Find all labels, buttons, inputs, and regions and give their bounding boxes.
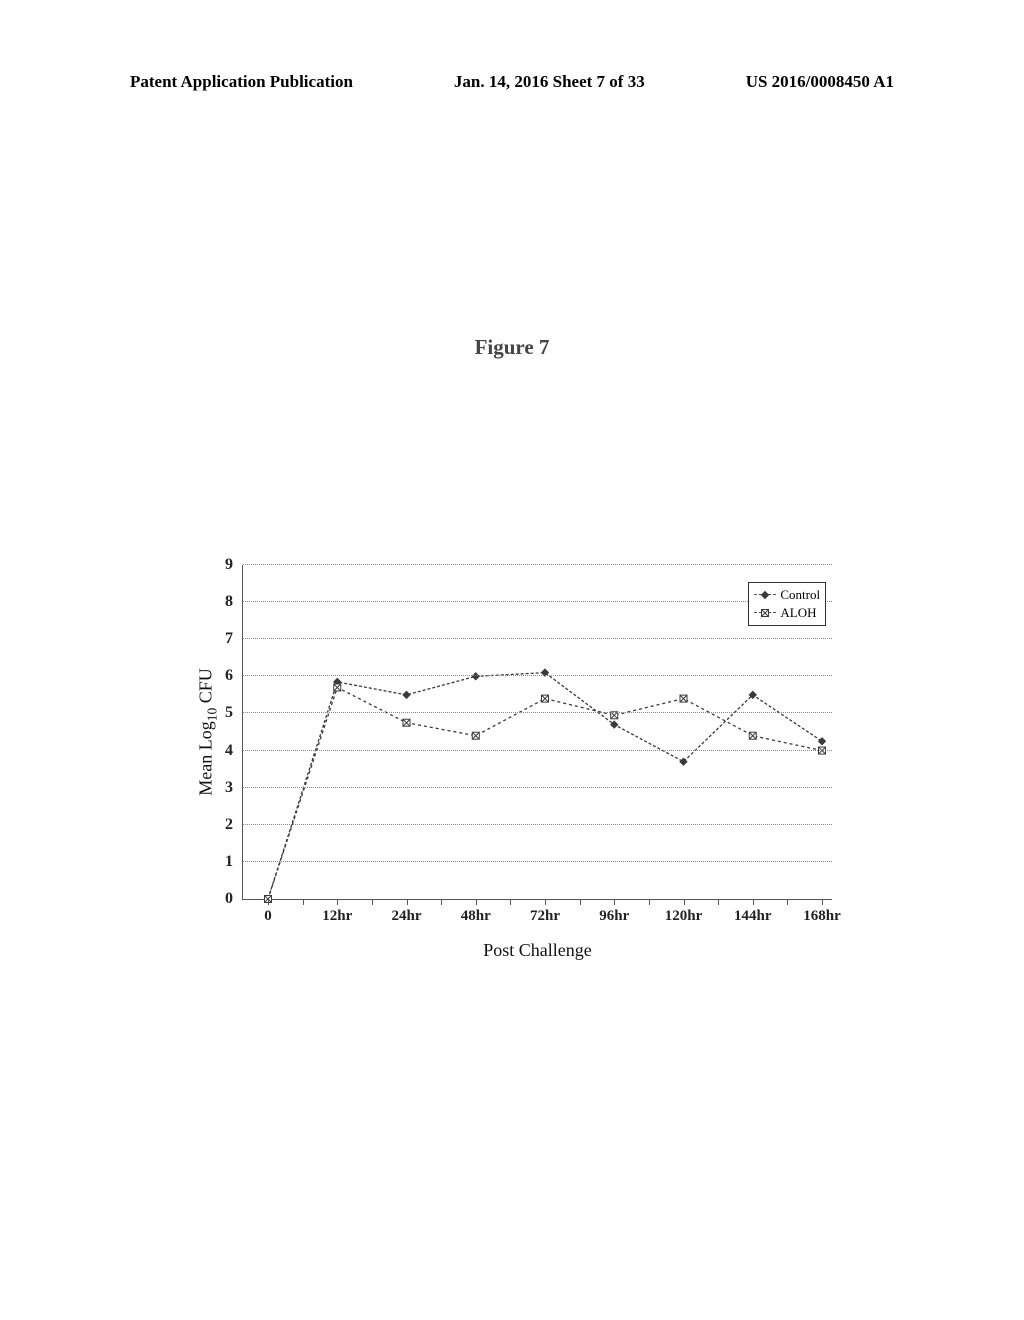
legend-line-icon — [754, 589, 776, 601]
square-x-marker — [680, 695, 687, 702]
legend-line-icon — [754, 607, 776, 619]
gridline — [243, 601, 832, 602]
x-minor-tick — [303, 899, 304, 905]
x-tick-label: 120hr — [665, 908, 703, 925]
gridline — [243, 824, 832, 825]
x-minor-tick — [787, 899, 788, 905]
square-x-marker — [749, 732, 756, 739]
series-line — [268, 687, 822, 899]
legend-label: ALOH — [780, 604, 816, 622]
gridline — [243, 712, 832, 713]
x-tick-label: 96hr — [599, 908, 629, 925]
x-tick-label: 0 — [264, 908, 272, 925]
page-header: Patent Application Publication Jan. 14, … — [0, 72, 1024, 92]
x-minor-tick — [407, 899, 408, 905]
chart-container: Mean Log10 CFU Post Challenge 0 1 2 3 4 5 6 7 8 9… — [172, 555, 872, 975]
chart-svg — [243, 565, 832, 899]
x-tick-label: 48hr — [461, 908, 491, 925]
legend-row: ALOH — [754, 604, 820, 622]
x-tick-label: 168hr — [803, 908, 841, 925]
gridline — [243, 638, 832, 639]
x-minor-tick — [337, 899, 338, 905]
y-tick-label: 9 — [225, 556, 233, 574]
header-right: US 2016/0008450 A1 — [746, 72, 894, 92]
x-axis-label: Post Challenge — [243, 940, 832, 961]
x-tick-label: 12hr — [322, 908, 352, 925]
y-tick-label: 1 — [225, 853, 233, 871]
y-tick-label: 6 — [225, 667, 233, 685]
gridline — [243, 750, 832, 751]
header-left: Patent Application Publication — [130, 72, 353, 92]
header-center: Jan. 14, 2016 Sheet 7 of 33 — [454, 72, 645, 92]
y-tick-label: 5 — [225, 704, 233, 722]
diamond-marker — [819, 738, 826, 745]
plot-area: Mean Log10 CFU Post Challenge 0123456789… — [242, 565, 832, 900]
y-tick-label: 8 — [225, 593, 233, 611]
legend-label: Control — [780, 586, 820, 604]
x-minor-tick — [614, 899, 615, 905]
x-minor-tick — [649, 899, 650, 905]
figure-caption: Figure 7 — [0, 335, 1024, 360]
x-tick-label: 144hr — [734, 908, 772, 925]
x-tick-label: 72hr — [530, 908, 560, 925]
x-minor-tick — [580, 899, 581, 905]
gridline — [243, 675, 832, 676]
square-x-marker — [542, 695, 549, 702]
y-tick-label: 2 — [225, 816, 233, 834]
x-minor-tick — [545, 899, 546, 905]
square-x-marker — [334, 684, 341, 691]
y-tick-label: 7 — [225, 630, 233, 648]
x-minor-tick — [510, 899, 511, 905]
y-tick-label: 3 — [225, 779, 233, 797]
x-minor-tick — [684, 899, 685, 905]
diamond-marker — [403, 691, 410, 698]
legend: ControlALOH — [748, 582, 826, 626]
gridline — [243, 787, 832, 788]
gridline — [243, 564, 832, 565]
legend-row: Control — [754, 586, 820, 604]
y-tick-label: 0 — [225, 890, 233, 908]
y-tick-label: 4 — [225, 742, 233, 760]
x-minor-tick — [476, 899, 477, 905]
x-minor-tick — [441, 899, 442, 905]
x-minor-tick — [822, 899, 823, 905]
x-minor-tick — [753, 899, 754, 905]
x-minor-tick — [718, 899, 719, 905]
square-x-marker — [403, 719, 410, 726]
gridline — [243, 861, 832, 862]
x-minor-tick — [268, 899, 269, 905]
square-x-marker — [472, 732, 479, 739]
x-minor-tick — [372, 899, 373, 905]
y-axis-label: Mean Log10 CFU — [196, 668, 221, 796]
x-tick-label: 24hr — [392, 908, 422, 925]
